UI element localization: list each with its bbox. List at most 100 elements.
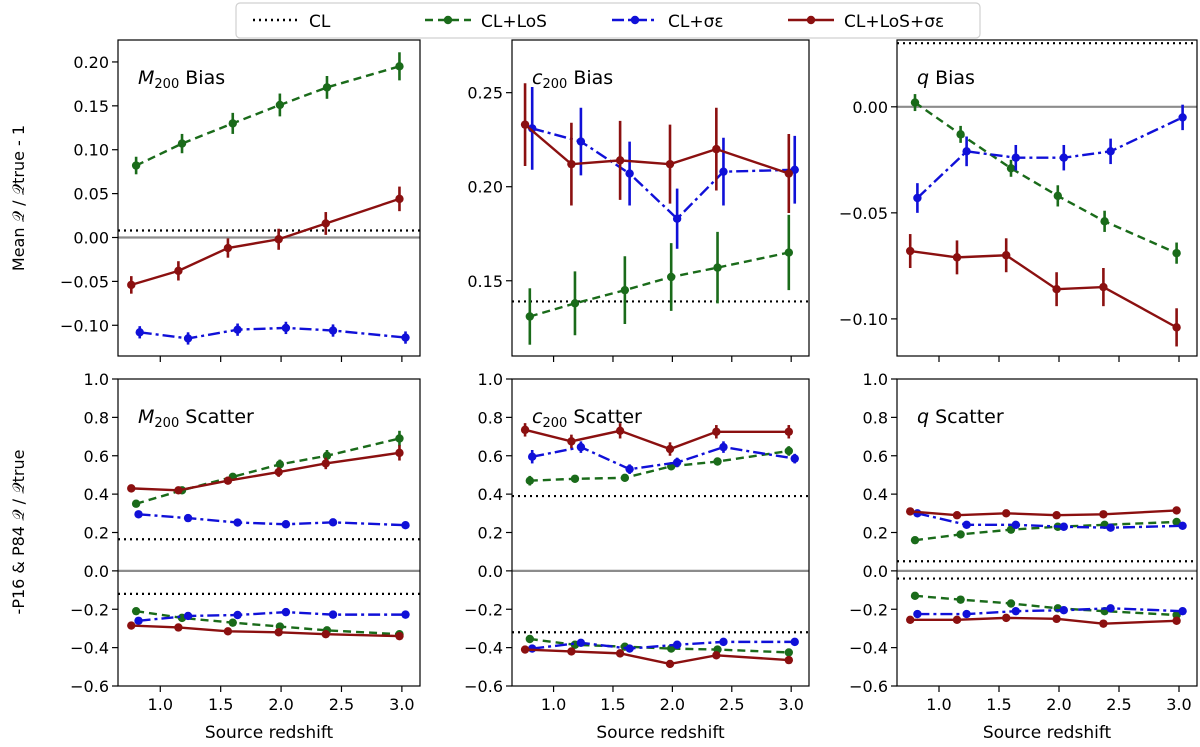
plot-frame: [117, 39, 421, 357]
panel-q_scatter: −0.6 −0.4 −0.2 0.0 0.2 0.4 0.6 0.8 1.0 1.0 1.5 2.0 2…: [849, 370, 1198, 743]
data-point: [1052, 614, 1061, 624]
series-line-CL_LoS_se: [131, 624, 400, 638]
data-point: [956, 530, 965, 539]
data-point: [174, 623, 183, 632]
x-tick-label: 1.5: [208, 695, 233, 714]
data-point: [952, 615, 962, 625]
data-point: [665, 159, 675, 169]
data-point: [1172, 506, 1181, 515]
y-tick-label: 1.0: [863, 370, 888, 389]
data-point: [913, 609, 922, 619]
series-line-CL_LoS_se: [131, 451, 400, 492]
data-point: [620, 285, 630, 295]
y-tick-label: −0.6: [70, 677, 109, 696]
data-point: [910, 98, 920, 107]
data-point: [962, 520, 971, 530]
y-tick-label: 0.8: [863, 408, 888, 427]
y-tick-label: 0.6: [478, 447, 503, 466]
data-point: [131, 499, 141, 508]
data-point: [719, 442, 728, 452]
legend-marker-CL_LoS: [443, 15, 453, 25]
data-point: [906, 507, 915, 516]
data-point: [713, 457, 722, 466]
panel-title: c200 Scatter: [532, 406, 642, 431]
y-tick-label: −0.2: [849, 600, 888, 619]
data-point: [401, 333, 410, 342]
data-point: [177, 139, 187, 148]
data-point: [127, 484, 136, 493]
y-tick-label: −0.2: [70, 600, 109, 619]
data-point: [962, 147, 971, 156]
y-tick-label: 0.20: [73, 53, 109, 72]
data-point: [620, 473, 630, 483]
data-point: [525, 476, 535, 485]
data-point: [321, 629, 330, 639]
data-point: [233, 325, 242, 334]
y-tick-label: 0.4: [863, 485, 888, 504]
series-line-CL_LoS_se: [525, 648, 789, 666]
x-axis-label: Source redshift: [205, 723, 334, 743]
data-point: [1002, 509, 1011, 518]
y-tick-label: 0.0: [478, 562, 503, 581]
data-point: [135, 328, 144, 337]
y-axis-label-scatter: -P16 & P84 𝒬 / 𝒬true: [9, 450, 28, 615]
data-point: [625, 169, 634, 178]
data-point: [625, 464, 634, 474]
series-line-CL_LoS_se: [130, 197, 400, 287]
data-point: [1106, 604, 1115, 613]
data-point: [328, 518, 338, 527]
series-line-CL_se: [531, 127, 795, 221]
data-point: [719, 167, 728, 176]
data-point: [576, 638, 586, 648]
legend-label-CL_LoS_se: CL+LoS+σε: [844, 12, 944, 32]
series-line-CL_se: [532, 640, 795, 650]
data-point: [790, 637, 799, 647]
y-tick-label: 0.4: [478, 485, 503, 504]
data-point: [1100, 217, 1109, 226]
panel-c200_bias: 0.15 0.20 0.25 c200 Bias: [467, 39, 810, 362]
data-point: [1178, 606, 1187, 616]
series-line-CL_se: [916, 116, 1184, 199]
y-tick-label: 0.0: [84, 562, 109, 581]
data-point: [520, 645, 530, 654]
data-point: [223, 627, 233, 636]
data-point: [281, 323, 291, 333]
panel-title: M200 Bias: [138, 67, 225, 92]
data-point: [228, 119, 237, 128]
x-tick-label: 3.0: [1166, 695, 1191, 714]
x-tick-label: 1.5: [986, 695, 1011, 714]
x-tick-label: 2.5: [329, 695, 354, 714]
series-line-CL_LoS: [914, 594, 1177, 617]
x-axis-label: Source redshift: [596, 723, 725, 743]
data-point: [665, 659, 675, 669]
plot-frame: [896, 39, 1198, 357]
data-point: [401, 521, 410, 530]
data-point: [1106, 147, 1115, 156]
data-point: [719, 637, 728, 647]
data-point: [1052, 284, 1061, 294]
data-point: [395, 631, 404, 641]
data-point: [1099, 510, 1108, 519]
x-tick-label: 1.0: [148, 695, 173, 714]
y-tick-label: 0.00: [73, 229, 109, 248]
y-tick-label: 0.2: [84, 524, 109, 543]
y-tick-label: 0.25: [467, 84, 503, 103]
data-point: [328, 326, 338, 335]
data-point: [1011, 153, 1020, 162]
data-point: [233, 610, 242, 620]
data-point: [910, 535, 920, 545]
data-point: [1172, 610, 1181, 620]
x-tick-label: 3.0: [778, 695, 803, 714]
data-point: [1178, 521, 1187, 530]
y-tick-label: 0.05: [73, 185, 109, 204]
data-point: [625, 644, 634, 653]
data-point: [790, 454, 799, 463]
series-line-CL_LoS: [914, 520, 1177, 542]
series-line-CL_LoS_se: [910, 616, 1177, 625]
panel-c200_scatter: −0.6 −0.4 −0.2 0.0 0.2 0.4 0.6 0.8 1.0 1.0 1.5 2.0 2…: [464, 370, 810, 743]
data-point: [962, 609, 971, 619]
panel-m200_scatter: −0.6 −0.4 −0.2 0.0 0.2 0.4 0.6 0.8 1.0 1.0 1.5 2.0 2…: [70, 370, 421, 743]
y-tick-label: −0.6: [464, 677, 503, 696]
